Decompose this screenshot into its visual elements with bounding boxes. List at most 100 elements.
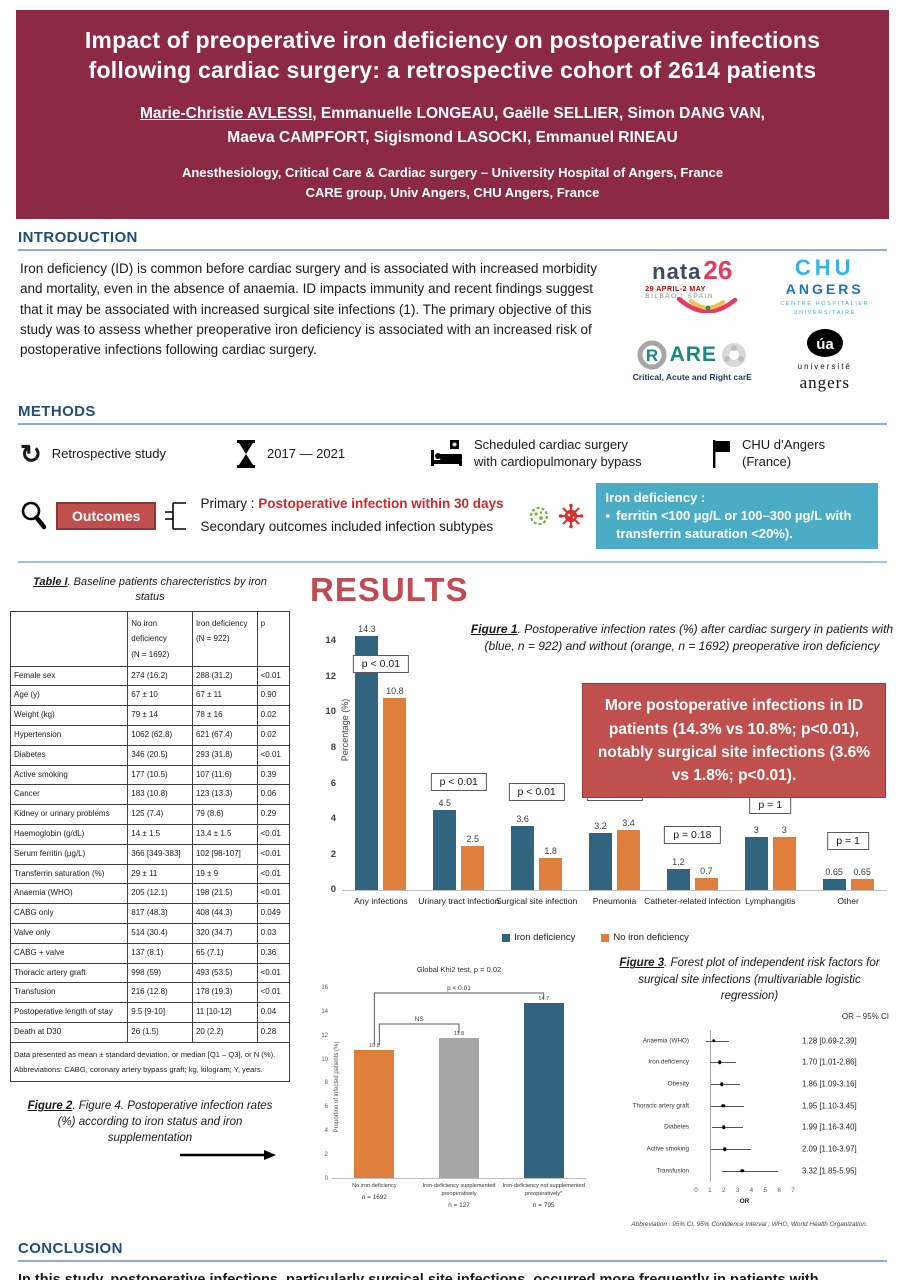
table-cell: <0.01 — [256, 744, 291, 766]
table-cell: Kidney or urinary problems — [9, 804, 129, 826]
bracket — [373, 992, 545, 1046]
bar — [439, 1037, 479, 1179]
fig2-title: Global Khi2 test, p = 0.02 — [416, 965, 502, 975]
forest-ci-line — [721, 1170, 779, 1172]
table-cell: Transferrin saturation (%) — [9, 863, 129, 885]
refline — [709, 1029, 711, 1182]
bracket-label: NS — [415, 1016, 425, 1023]
table-cell: 293 (31.8) — [191, 744, 258, 766]
chu-angers-logo: CHU ANGERS CENTRE HOSPITALIER UNIVERSITA… — [780, 255, 870, 317]
table-cell: Postoperative length of stay — [9, 1002, 129, 1024]
axis-tick: 5 — [763, 1186, 768, 1194]
value-label: 0.65 — [853, 866, 871, 877]
footnote-line: Data presented as mean ± standard deviat… — [14, 1049, 276, 1059]
p-value-box: p = 0.18 — [664, 826, 721, 845]
germ-icons — [526, 503, 584, 529]
table-row: Transfusion 216 (12.8) 178 (19.3) <0.01 — [9, 982, 291, 1004]
forest-or-dot — [711, 1038, 716, 1043]
bar — [772, 837, 796, 891]
table-header-cell: Iron deficiency (N = 922) — [191, 611, 258, 667]
category-label: Any infections — [354, 896, 408, 907]
table-cell: Hypertension — [9, 725, 129, 746]
bar — [850, 878, 874, 891]
bar-wrap: 11.8 — [439, 1031, 479, 1179]
authors: Marie-Christie AVLESSI, Emmanuelle LONGE… — [139, 104, 765, 146]
table-row: Transferrin saturation (%) 29 ± 11 19 ± 9 <… — [9, 863, 291, 885]
logo-grid: nata26 29 APRIL-2 MAY BILBAO | SPAIN CHU… — [630, 255, 887, 393]
table-cell: <0.01 — [256, 883, 291, 905]
method-retrospective: ↻ Retrospective study — [20, 438, 166, 469]
forest-or-text: 1.99 [1.16-3.40] — [802, 1122, 857, 1132]
bar-group: 1.2 0.7 p = 0.18 Catheter-related infection — [644, 623, 741, 906]
results-column: RESULTS Figure 1. Postoperative infectio… — [296, 571, 895, 1229]
table-row: CABG + valve 137 (8.1) 65 (7.1) 0.36 — [9, 942, 291, 964]
table-caption: Table I. Baseline patients charecteristi… — [33, 576, 267, 604]
forest-or-text: 2.09 [1.10-3.97] — [802, 1144, 857, 1154]
heading-rule — [18, 1259, 887, 1262]
category-label: Other — [837, 896, 859, 907]
right-arrow-icon — [180, 1150, 276, 1161]
category-label: Lymphangitis — [745, 896, 796, 907]
bar-group: 11.8 Iron-deficiency supplemented preoper… — [417, 987, 502, 1210]
fig2-arrow — [10, 1148, 290, 1166]
axis-tick: 12 — [321, 1032, 328, 1039]
table-cell: 79 (8.6) — [191, 804, 258, 826]
table-cell: 0.02 — [256, 705, 291, 727]
table-cell: Anaemia (WHO) — [9, 883, 129, 905]
table-row: Anaemia (WHO) 205 (12.1) 198 (21.5) <0.01 — [9, 883, 291, 905]
forest-row-label: Thoracic artery graft — [632, 1102, 689, 1110]
bar — [617, 829, 640, 891]
table-row: Diabetes 346 (20.5) 293 (31.8) <0.01 — [9, 744, 291, 766]
category-label: Pneumonia — [592, 896, 637, 907]
bar-group: 3.6 1.8 p < 0.01 Surgical site infection — [496, 623, 577, 906]
table-row: Valve only 514 (30.4) 320 (34.7) 0.03 — [9, 923, 291, 944]
table-cell: 178 (19.3) — [191, 982, 258, 1004]
bar — [383, 698, 407, 891]
table-row: Hypertension 1062 (62.8) 621 (67.4) 0.02 — [9, 725, 291, 746]
table-header-row: No iron deficiency (N = 1692) Iron defici… — [9, 611, 291, 667]
axis-tick: 2 — [330, 848, 336, 860]
table-cell: 0.28 — [256, 1022, 291, 1043]
value-label: 0.7 — [700, 865, 713, 876]
table-cell: 216 (12.8) — [127, 982, 193, 1004]
table-cell: Weight (kg) — [9, 705, 129, 727]
bar — [666, 869, 690, 891]
table-cell: 514 (30.4) — [127, 923, 193, 944]
axis-tick: 6 — [324, 1104, 328, 1111]
bar — [822, 878, 846, 891]
forest-or-dot — [717, 1060, 722, 1065]
section-divider — [18, 561, 887, 564]
category-label: Iron-deficiency supplemented preoperativ… — [412, 1183, 507, 1211]
axis-tick: 14 — [321, 1008, 328, 1015]
bar-wrap: 3.4 — [617, 818, 640, 891]
axis-tick: 10 — [321, 1056, 328, 1063]
figure1: Figure 1. Postoperative infection rates … — [296, 611, 895, 947]
forest-ci-line — [709, 1062, 736, 1064]
p-value-box: p < 0.01 — [508, 783, 565, 802]
p-value-box: p = 1 — [827, 831, 869, 850]
heading-rule — [18, 249, 887, 252]
axis-tick: 0 — [330, 884, 336, 896]
results-heading: RESULTS — [310, 571, 469, 609]
bar — [461, 845, 485, 891]
axis-tick: 4 — [749, 1186, 754, 1194]
table-cell: 137 (8.1) — [127, 942, 193, 964]
axis-tick: 14 — [325, 635, 336, 647]
table-cell: 65 (7.1) — [191, 942, 258, 964]
table-cell: Serum ferritin (µg/L) — [9, 843, 129, 865]
green-germ-icon — [529, 507, 548, 526]
axis-tick: 12 — [325, 670, 336, 682]
forest-footnote: Abbreviation : 95% CI, 95% Confidence In… — [631, 1220, 868, 1228]
table-header-cell: No iron deficiency (N = 1692) — [127, 611, 193, 667]
conclusion-section: CONCLUSION In this study, postoperative … — [18, 1240, 887, 1280]
fig3-area: Anaemia (WHO) 1.28 [0.69-2.39] Iron defici… — [633, 1029, 857, 1205]
table-cell: Female sex — [9, 665, 129, 687]
axis-tick: 4 — [330, 813, 336, 825]
method-period: 2017 — 2021 — [235, 439, 420, 469]
fig1-legend: Iron deficiency No iron deficiency — [296, 932, 895, 943]
table-cell: 0.06 — [256, 784, 291, 806]
bar-wrap: 1.2 — [666, 857, 690, 891]
ua-mark-icon: úa — [806, 329, 843, 358]
table-row: Kidney or urinary problems 125 (7.4) 79 (8… — [9, 804, 291, 826]
